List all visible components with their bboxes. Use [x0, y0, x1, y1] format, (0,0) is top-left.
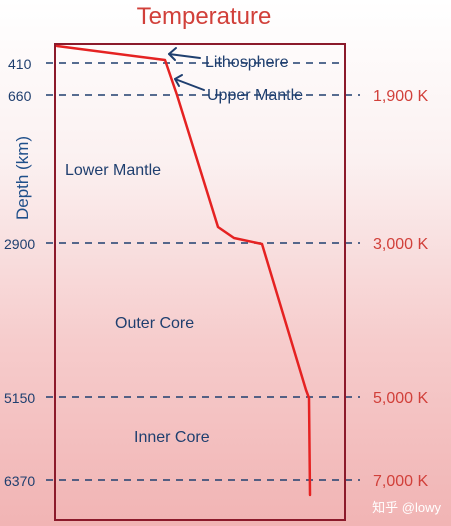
pointer-arrows — [168, 47, 205, 91]
depth-label-410: 410 — [8, 56, 32, 72]
depth-label-660: 660 — [8, 88, 32, 104]
layer-label-inner-core: Inner Core — [134, 429, 210, 446]
diagram-frame — [54, 43, 346, 521]
layer-label-lower-mantle: Lower Mantle — [65, 162, 161, 179]
temperature-label-7000: 7,000 K — [373, 473, 428, 490]
upper-mantle-pointer-arrow — [174, 74, 205, 91]
depth-label-6370: 6370 — [4, 473, 35, 489]
temperature-curve — [55, 44, 312, 497]
temperature-label-1900: 1,900 K — [373, 88, 428, 105]
layer-label-upper-mantle: Upper Mantle — [207, 87, 303, 104]
layer-label-lithosphere: Lithosphere — [205, 54, 289, 71]
temperature-label-3000: 3,000 K — [373, 236, 428, 253]
diagram-title: Temperature — [137, 3, 272, 30]
lithosphere-pointer-arrow — [168, 47, 201, 61]
depth-label-5150: 5150 — [4, 390, 35, 406]
layer-label-outer-core: Outer Core — [115, 315, 194, 332]
temperature-label-5000: 5,000 K — [373, 390, 428, 407]
depth-label-2900: 2900 — [4, 236, 35, 252]
depth-axis-label: Depth (km) — [13, 136, 32, 220]
watermark: 知乎 @lowy — [372, 500, 441, 515]
boundary-lines — [46, 62, 360, 481]
